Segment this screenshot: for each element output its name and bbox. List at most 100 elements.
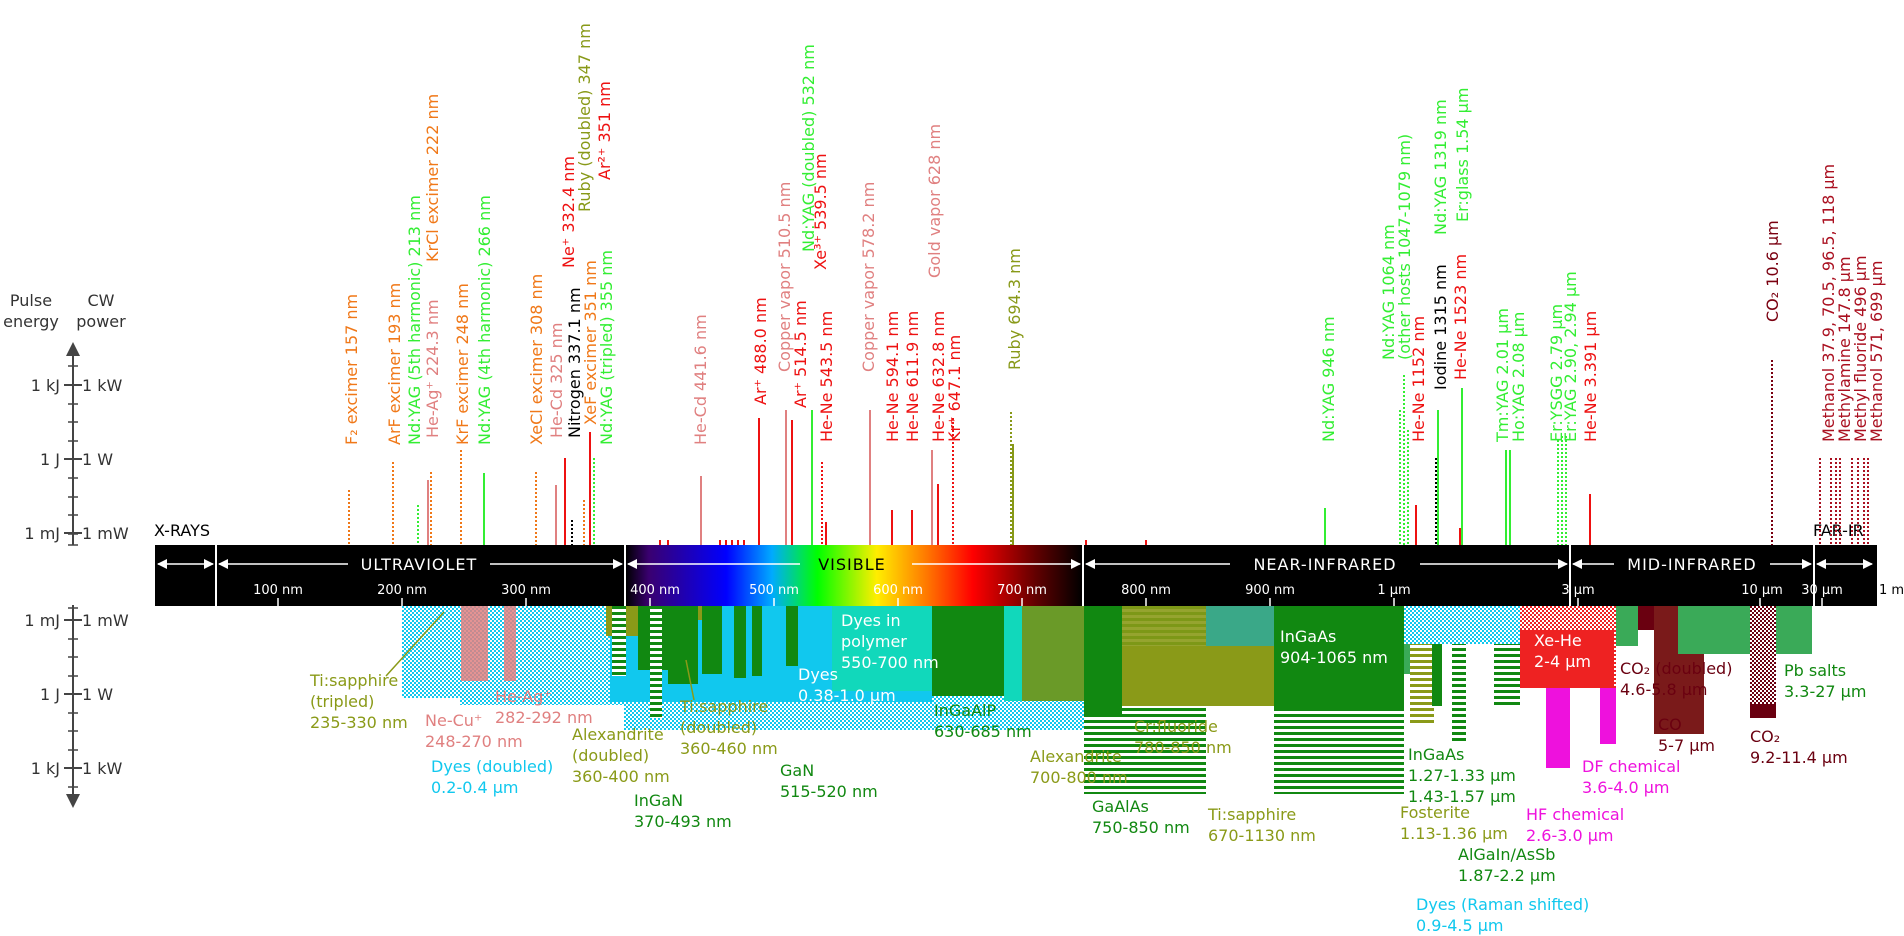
block-df-chemical bbox=[1600, 688, 1616, 744]
laser-label: KrF excimer 248 nm bbox=[453, 283, 472, 445]
tunable-label-line: Dyes (doubled) bbox=[431, 757, 553, 776]
band-separators bbox=[215, 545, 1815, 606]
block-ingaalp bbox=[932, 606, 1004, 696]
laser-label: Nd:YAG 946 nm bbox=[1319, 316, 1338, 442]
tunable-label-line: AlGaIn/AsSb bbox=[1458, 845, 1555, 864]
tunable-label: CO₂ 9.2-11.4 µm bbox=[1750, 727, 1848, 767]
tunable-label: Alexandrite 700-800 nm bbox=[1030, 747, 1128, 787]
block-dyes-in-polymer bbox=[832, 606, 932, 691]
tunable-label-line: 282-292 nm bbox=[495, 708, 593, 727]
tunable-label-line: 5-7 µm bbox=[1658, 736, 1715, 755]
tunable-label-line: 2.6-3.0 µm bbox=[1526, 826, 1614, 845]
wavelength-label: 300 nm bbox=[501, 583, 551, 598]
laser-label: Methanol 571, 699 µm bbox=[1867, 261, 1886, 442]
laser-label: Er:YSGG 2.79 µm bbox=[1547, 304, 1566, 442]
block-alexandrite bbox=[1022, 606, 1084, 701]
laser-label: He-Ne 1152 nm bbox=[1409, 316, 1428, 442]
laser-label: XeCl excimer 308 nm bbox=[527, 274, 546, 445]
tunable-label: Ti:sapphire (tripled) 235-330 nm bbox=[309, 671, 408, 732]
axis-label: 1 W bbox=[82, 450, 113, 469]
block-hf-chemical bbox=[1546, 688, 1570, 768]
laser-label: He-Cd 325 nm bbox=[547, 323, 566, 438]
laser-label: Nitrogen 337.1 nm bbox=[565, 287, 584, 438]
axis-label: 1 kW bbox=[82, 376, 123, 395]
wavelength-label: 900 nm bbox=[1245, 583, 1295, 598]
tunable-label-line: 750-850 nm bbox=[1092, 818, 1190, 837]
band-label-xrays: X-RAYS bbox=[154, 521, 210, 540]
laser-label: He-Cd 441.6 nm bbox=[691, 314, 710, 445]
tunable-label-line: Ti:sapphire bbox=[1207, 805, 1296, 824]
tunable-label-line: CO₂ bbox=[1750, 727, 1780, 746]
block-ingan-4 bbox=[668, 606, 698, 684]
tunable-label-line: Dyes bbox=[798, 665, 838, 684]
laser-label: He-Ag⁺ 224.3 nm bbox=[423, 299, 442, 438]
axis-label: 1 mJ bbox=[24, 611, 60, 630]
laser-label: Nd:YAG 1319 nm bbox=[1431, 99, 1450, 235]
tunable-label: AlGaIn/AsSb 1.87-2.2 µm bbox=[1458, 845, 1556, 885]
tunable-label: InGaAs 904-1065 nm bbox=[1280, 627, 1388, 667]
tunable-label-line: Xe-He bbox=[1534, 631, 1582, 650]
axis-header-cw: CW bbox=[88, 291, 115, 310]
tunable-label-line: InGaN bbox=[634, 791, 683, 810]
tunable-label-line: Dyes in bbox=[841, 611, 901, 630]
block-xe-he-solid bbox=[1520, 630, 1614, 688]
tunable-label-line: 630-685 nm bbox=[934, 722, 1032, 741]
tunable-label-line: 670-1130 nm bbox=[1208, 826, 1316, 845]
tunable-label-line: 248-270 nm bbox=[425, 732, 523, 751]
laser-label: Kr⁺ 647.1 nm bbox=[945, 335, 964, 442]
tunable-label-line: 2-4 µm bbox=[1534, 652, 1591, 671]
power-axis: Pulse energy CW power 1 kJ 1 kW 1 J 1 W bbox=[3, 291, 129, 808]
tunable-label-line: 370-493 nm bbox=[634, 812, 732, 831]
laser-label: Gold vapor 628 nm bbox=[925, 124, 944, 278]
tunable-label-line: 0.2-0.4 µm bbox=[431, 778, 519, 797]
tunable-label: Ti:sapphire 670-1130 nm bbox=[1207, 805, 1316, 845]
block-ingaas-2 bbox=[1432, 606, 1442, 706]
block-he-ag bbox=[504, 606, 516, 681]
tunable-label-line: 9.2-11.4 µm bbox=[1750, 748, 1848, 767]
axis-tick-1mj-top: 1 mJ 1 mW bbox=[24, 524, 128, 543]
tunable-label-line: DF chemical bbox=[1582, 757, 1680, 776]
tunable-label-line: Cr:fluoride bbox=[1134, 717, 1218, 736]
tunable-label-line: 1.13-1.36 µm bbox=[1400, 824, 1508, 843]
tunable-label-line: Alexandrite bbox=[572, 725, 664, 744]
laser-label: Tm:YAG 2.01 µm bbox=[1493, 308, 1512, 443]
laser-label: Ne⁺ 332.4 nm bbox=[559, 156, 578, 268]
axis-label: 1 kJ bbox=[31, 759, 60, 778]
tunable-label-line: Fosterite bbox=[1400, 803, 1470, 822]
tunable-label-line: 1.27-1.33 µm bbox=[1408, 766, 1516, 785]
axis-tick-1j-top: 1 J 1 W bbox=[40, 450, 113, 469]
tunable-label-line: Pb salts bbox=[1784, 661, 1846, 680]
laser-label: Er:glass 1.54 µm bbox=[1453, 88, 1472, 222]
tunable-label-line: 360-460 nm bbox=[680, 739, 778, 758]
axis-label: 1 kW bbox=[82, 759, 123, 778]
tunable-label: Xe-He 2-4 µm bbox=[1534, 631, 1591, 671]
tunable-label: HF chemical 2.6-3.0 µm bbox=[1526, 805, 1624, 845]
tunable-label-line: 3.6-4.0 µm bbox=[1582, 778, 1670, 797]
axis-label: 1 J bbox=[40, 685, 60, 704]
tunable-label-line: Ti:sapphire bbox=[679, 697, 768, 716]
laser-label: Nd:YAG (doubled) 532 nm bbox=[799, 44, 818, 252]
laser-label: Copper vapor 510.5 nm bbox=[775, 182, 794, 372]
tunable-label-line: Dyes (Raman shifted) bbox=[1416, 895, 1589, 914]
block-ingaas-stripes bbox=[1274, 710, 1404, 794]
block-co2-solid bbox=[1750, 704, 1776, 718]
tunable-label-line: HF chemical bbox=[1526, 805, 1624, 824]
tunable-label-line: (doubled) bbox=[572, 746, 649, 765]
tunable-label-line: CO bbox=[1658, 715, 1682, 734]
wavelength-label: 1 µm bbox=[1377, 583, 1410, 598]
axis-arrow-up-icon bbox=[66, 342, 80, 356]
tunable-label-line: 0.9-4.5 µm bbox=[1416, 916, 1504, 935]
laser-label: Nd:YAG (tripled) 355 nm bbox=[597, 250, 616, 445]
tunable-label: Pb salts 3.3-27 µm bbox=[1784, 661, 1866, 701]
laser-label: He-Ne 543.5 nm bbox=[817, 311, 836, 442]
tunable-label: He-Ag⁺ 282-292 nm bbox=[495, 687, 593, 727]
tunable-label: Alexandrite (doubled) 360-400 nm bbox=[572, 725, 670, 786]
axis-label: 1 J bbox=[40, 450, 60, 469]
axis-tick-1kj-bottom: 1 kJ 1 kW bbox=[31, 759, 123, 778]
laser-label: He-Ne 594.1 nm bbox=[883, 311, 902, 442]
tunable-laser-labels: Ti:sapphire (tripled) 235-330 nm Ne-Cu⁺ 248… bbox=[309, 611, 1866, 935]
tunable-label-line: GaN bbox=[780, 761, 814, 780]
tunable-label: GaAlAs 750-850 nm bbox=[1092, 797, 1190, 837]
axis-arrow-down-icon bbox=[66, 794, 80, 808]
